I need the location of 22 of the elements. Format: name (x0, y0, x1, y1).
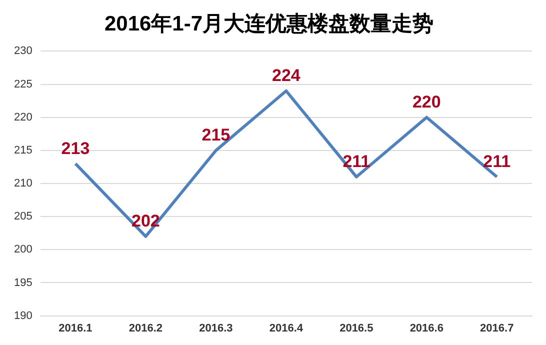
data-label: 215 (202, 126, 230, 145)
y-tick-label: 215 (14, 144, 32, 156)
data-label: 211 (483, 152, 511, 172)
data-label: 220 (412, 92, 441, 112)
x-tick-label: 2016.6 (410, 322, 444, 334)
y-tick-label: 205 (14, 210, 32, 223)
x-tick-label: 2016.1 (58, 322, 92, 334)
y-tick-label: 190 (14, 310, 32, 322)
y-tick-label: 220 (14, 111, 32, 124)
chart-title: 2016年1-7月大连优惠楼盘数量走势 (104, 12, 434, 36)
y-tick-label: 195 (14, 276, 32, 289)
y-tick-label: 200 (14, 244, 32, 256)
y-tick-label: 230 (14, 45, 32, 58)
x-tick-label: 2016.4 (269, 322, 304, 334)
x-tick-label: 2016.5 (340, 322, 374, 334)
x-tick-label: 2016.3 (199, 322, 233, 334)
y-tick-label: 225 (14, 78, 32, 90)
y-tick-label: 210 (14, 178, 32, 190)
data-label: 224 (272, 66, 301, 86)
x-tick-label: 2016.7 (480, 322, 514, 334)
x-tick-label: 2016.2 (128, 322, 163, 334)
data-label: 213 (61, 138, 90, 158)
